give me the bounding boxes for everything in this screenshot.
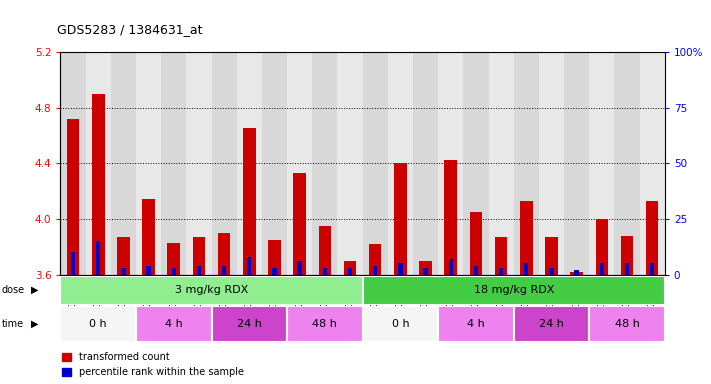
Bar [60,52,85,275]
Bar [589,52,614,275]
Bar [363,276,665,305]
Bar [650,263,654,275]
Text: 24 h: 24 h [539,319,564,329]
Bar [338,52,363,275]
Bar [186,52,212,275]
Bar [323,268,327,275]
Bar [474,266,478,275]
Bar [193,237,205,275]
Bar [136,52,161,275]
Bar [545,237,557,275]
Text: 4 h: 4 h [467,319,485,329]
Text: dose: dose [1,285,25,295]
Bar [161,52,186,275]
Bar [67,119,80,275]
Text: 4 h: 4 h [165,319,183,329]
Bar [464,52,488,275]
Text: 24 h: 24 h [237,319,262,329]
Bar [550,268,554,275]
Bar [60,276,363,305]
Bar [222,266,226,275]
Bar [168,243,180,275]
Bar [444,161,457,275]
Bar [514,52,539,275]
Bar [111,52,136,275]
Bar [520,201,533,275]
Bar [488,52,514,275]
Text: 48 h: 48 h [614,319,639,329]
Bar [197,266,201,275]
Bar [640,52,665,275]
Text: 0 h: 0 h [90,319,107,329]
Bar [419,261,432,275]
Bar [287,306,363,342]
Bar [297,261,302,275]
Bar [499,268,503,275]
Bar [343,261,356,275]
Bar [363,306,438,342]
Bar [495,237,508,275]
Bar [262,52,287,275]
Bar [117,237,129,275]
Bar [449,259,453,275]
Bar [294,173,306,275]
Bar [247,257,252,275]
Text: 18 mg/kg RDX: 18 mg/kg RDX [474,285,554,295]
Text: 3 mg/kg RDX: 3 mg/kg RDX [175,285,248,295]
Bar [287,52,312,275]
Bar [272,268,277,275]
Bar [85,52,111,275]
Bar [348,268,352,275]
Bar [60,306,136,342]
Legend: transformed count, percentile rank within the sample: transformed count, percentile rank withi… [62,353,245,377]
Bar [398,263,402,275]
Bar [237,52,262,275]
Bar [312,52,338,275]
Bar [218,233,230,275]
Bar [514,306,589,342]
Bar [387,52,413,275]
Text: 0 h: 0 h [392,319,410,329]
Bar [564,52,589,275]
Bar [212,306,287,342]
Bar [363,52,387,275]
Bar [212,52,237,275]
Bar [599,263,604,275]
Text: 48 h: 48 h [312,319,337,329]
Bar [121,268,126,275]
Bar [243,128,255,275]
Bar [142,199,155,275]
Bar [470,212,482,275]
Bar [614,52,640,275]
Bar [423,268,428,275]
Bar [438,52,464,275]
Bar [369,244,382,275]
Bar [625,263,629,275]
Bar [589,306,665,342]
Bar [438,306,514,342]
Bar [394,163,407,275]
Bar [621,236,634,275]
Text: ▶: ▶ [31,319,39,329]
Bar [319,226,331,275]
Bar [524,263,528,275]
Bar [136,306,212,342]
Bar [171,268,176,275]
Bar [596,219,608,275]
Bar [570,272,583,275]
Bar [268,240,281,275]
Bar [373,266,378,275]
Text: ▶: ▶ [31,285,39,295]
Bar [574,270,579,275]
Text: time: time [1,319,23,329]
Bar [413,52,438,275]
Bar [96,241,100,275]
Bar [646,201,658,275]
Bar [539,52,564,275]
Bar [71,252,75,275]
Bar [92,94,105,275]
Bar [146,266,151,275]
Text: GDS5283 / 1384631_at: GDS5283 / 1384631_at [57,23,203,36]
